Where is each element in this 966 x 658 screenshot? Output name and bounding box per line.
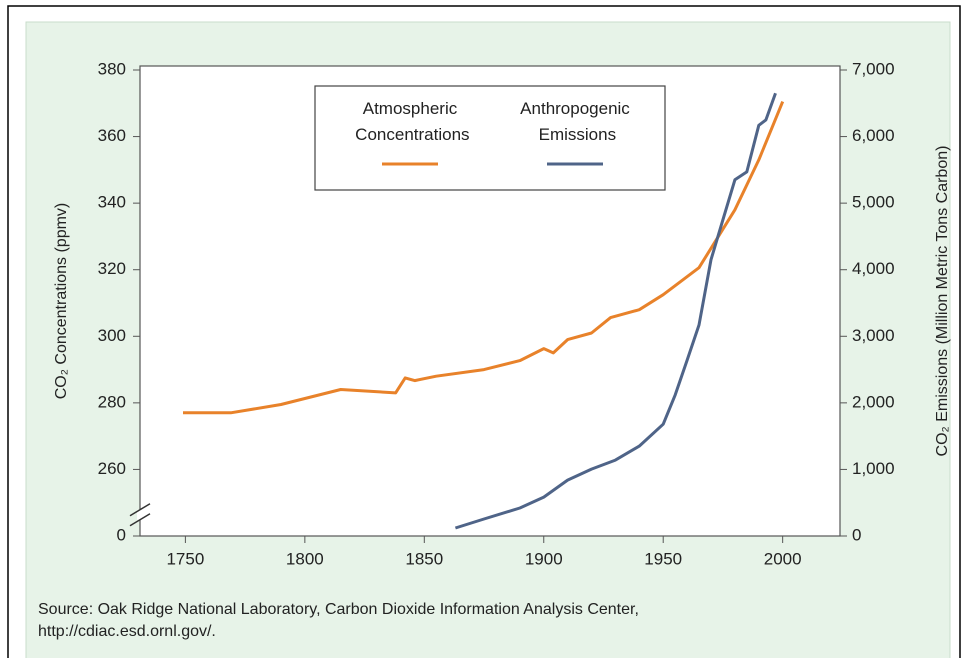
y2-tick-label: 0: [852, 525, 861, 544]
x-tick-label: 1750: [166, 549, 204, 568]
y2-tick-label: 6,000: [852, 126, 895, 145]
y-tick-label: 280: [98, 392, 126, 411]
y-tick-label: 360: [98, 126, 126, 145]
source-line: http://cdiac.esd.ornl.gov/.: [38, 623, 216, 640]
x-tick-label: 1800: [286, 549, 324, 568]
y-axis-title: CO₂ Concentrations (ppmv): [53, 203, 70, 400]
y-tick-label: 0: [117, 525, 126, 544]
y2-tick-label: 1,000: [852, 459, 895, 478]
x-tick-label: 1900: [525, 549, 563, 568]
y-tick-label: 320: [98, 259, 126, 278]
series-line: [183, 101, 785, 415]
y-tick-label: 260: [98, 459, 126, 478]
y2-tick-label: 3,000: [852, 326, 895, 345]
x-tick-label: 2000: [764, 549, 802, 568]
y2-tick-label: 5,000: [852, 193, 895, 212]
y-tick-label: 340: [98, 193, 126, 212]
source-line: Source: Oak Ridge National Laboratory, C…: [38, 601, 639, 618]
y-tick-label: 300: [98, 326, 126, 345]
x-tick-label: 1950: [644, 549, 682, 568]
y2-axis-title: CO₂ Emissions (Million Metric Tons Carbo…: [934, 146, 951, 457]
legend-box: [314, 85, 666, 191]
y2-tick-label: 7,000: [852, 59, 895, 78]
y-tick-label: 380: [98, 59, 126, 78]
series-line: [454, 92, 777, 530]
axis-break-gap: [137, 509, 143, 520]
y2-tick-label: 4,000: [852, 259, 895, 278]
y2-tick-label: 2,000: [852, 392, 895, 411]
x-tick-label: 1850: [405, 549, 443, 568]
outer-frame: [7, 5, 961, 658]
legend-label: Atmospheric Concentrations: [350, 99, 469, 144]
axis-break-mark: [129, 503, 151, 517]
axis-break-mark: [129, 513, 151, 527]
legend-label: Anthropogenic Emissions: [520, 99, 630, 144]
